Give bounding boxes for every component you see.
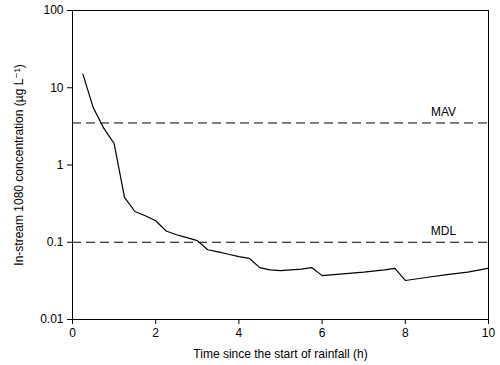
svg-text:MAV: MAV (431, 105, 456, 119)
svg-text:6: 6 (319, 326, 326, 340)
svg-text:In-stream 1080 concentration (: In-stream 1080 concentration (µg L⁻¹) (12, 64, 26, 265)
svg-text:10: 10 (50, 81, 64, 95)
svg-text:1: 1 (57, 158, 64, 172)
svg-text:100: 100 (43, 3, 63, 17)
svg-text:8: 8 (402, 326, 409, 340)
svg-text:2: 2 (152, 326, 159, 340)
svg-text:4: 4 (236, 326, 243, 340)
svg-text:MDL: MDL (431, 224, 457, 238)
svg-text:0: 0 (69, 326, 76, 340)
svg-text:10: 10 (482, 326, 496, 340)
svg-text:Time since the start of rainfa: Time since the start of rainfall (h) (193, 347, 367, 361)
svg-text:0.1: 0.1 (47, 235, 64, 249)
svg-text:0.01: 0.01 (40, 312, 64, 326)
